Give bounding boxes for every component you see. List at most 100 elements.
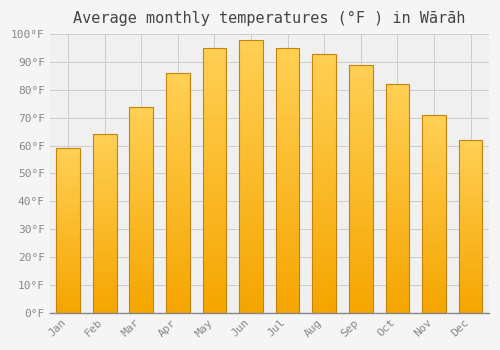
Bar [422, 238, 446, 239]
Bar [386, 112, 409, 114]
Bar [130, 205, 153, 208]
Bar [458, 309, 482, 311]
Bar [166, 102, 190, 104]
Bar [130, 191, 153, 193]
Bar [166, 236, 190, 238]
Bar [458, 216, 482, 218]
Bar [239, 138, 263, 141]
Bar [56, 258, 80, 260]
Bar [422, 202, 446, 204]
Bar [166, 301, 190, 303]
Bar [349, 290, 372, 293]
Bar [92, 140, 116, 142]
Bar [349, 70, 372, 72]
Bar [276, 96, 299, 98]
Bar [422, 228, 446, 230]
Bar [130, 257, 153, 259]
Bar [458, 175, 482, 176]
Bar [386, 96, 409, 98]
Bar [312, 217, 336, 219]
Bar [92, 154, 116, 156]
Bar [92, 265, 116, 266]
Bar [422, 147, 446, 149]
Bar [239, 283, 263, 285]
Bar [130, 240, 153, 243]
Bar [202, 164, 226, 167]
Bar [166, 169, 190, 171]
Bar [130, 195, 153, 197]
Bar [312, 77, 336, 79]
Bar [386, 203, 409, 205]
Bar [239, 51, 263, 54]
Bar [422, 301, 446, 303]
Bar [349, 161, 372, 164]
Bar [422, 265, 446, 267]
Bar [56, 244, 80, 245]
Bar [130, 282, 153, 284]
Bar [130, 243, 153, 245]
Bar [276, 294, 299, 297]
Bar [92, 272, 116, 273]
Bar [458, 306, 482, 307]
Bar [312, 111, 336, 113]
Bar [349, 275, 372, 278]
Bar [458, 240, 482, 242]
Bar [92, 145, 116, 147]
Bar [239, 124, 263, 127]
Bar [130, 212, 153, 214]
Bar [458, 299, 482, 301]
Bar [312, 281, 336, 284]
Bar [239, 116, 263, 119]
Bar [202, 96, 226, 98]
Bar [276, 127, 299, 130]
Bar [386, 240, 409, 242]
Bar [349, 82, 372, 85]
Bar [349, 75, 372, 77]
Bar [166, 155, 190, 157]
Bar [458, 192, 482, 194]
Bar [202, 133, 226, 135]
Bar [386, 134, 409, 137]
Bar [202, 48, 226, 51]
Bar [166, 296, 190, 298]
Bar [312, 264, 336, 266]
Bar [458, 266, 482, 268]
Bar [239, 89, 263, 92]
Bar [276, 223, 299, 225]
Bar [276, 228, 299, 231]
Bar [130, 162, 153, 164]
Bar [312, 238, 336, 240]
Bar [422, 291, 446, 293]
Bar [130, 129, 153, 131]
Bar [239, 250, 263, 253]
Bar [130, 193, 153, 195]
Bar [458, 278, 482, 280]
Bar [92, 254, 116, 256]
Bar [349, 271, 372, 273]
Bar [276, 59, 299, 61]
Bar [130, 275, 153, 278]
Bar [56, 311, 80, 313]
Bar [349, 122, 372, 124]
Bar [458, 211, 482, 212]
Bar [56, 219, 80, 220]
Bar [312, 131, 336, 134]
Bar [130, 173, 153, 175]
Bar [202, 180, 226, 183]
Bar [422, 168, 446, 170]
Bar [386, 146, 409, 148]
Bar [166, 152, 190, 155]
Bar [276, 199, 299, 202]
Bar [92, 184, 116, 186]
Bar [56, 227, 80, 229]
Bar [130, 232, 153, 234]
Bar [130, 181, 153, 183]
Bar [56, 265, 80, 267]
Bar [130, 220, 153, 222]
Bar [92, 179, 116, 181]
Bar [349, 107, 372, 110]
Bar [130, 148, 153, 150]
Bar [458, 178, 482, 180]
Bar [166, 133, 190, 135]
Bar [386, 198, 409, 201]
